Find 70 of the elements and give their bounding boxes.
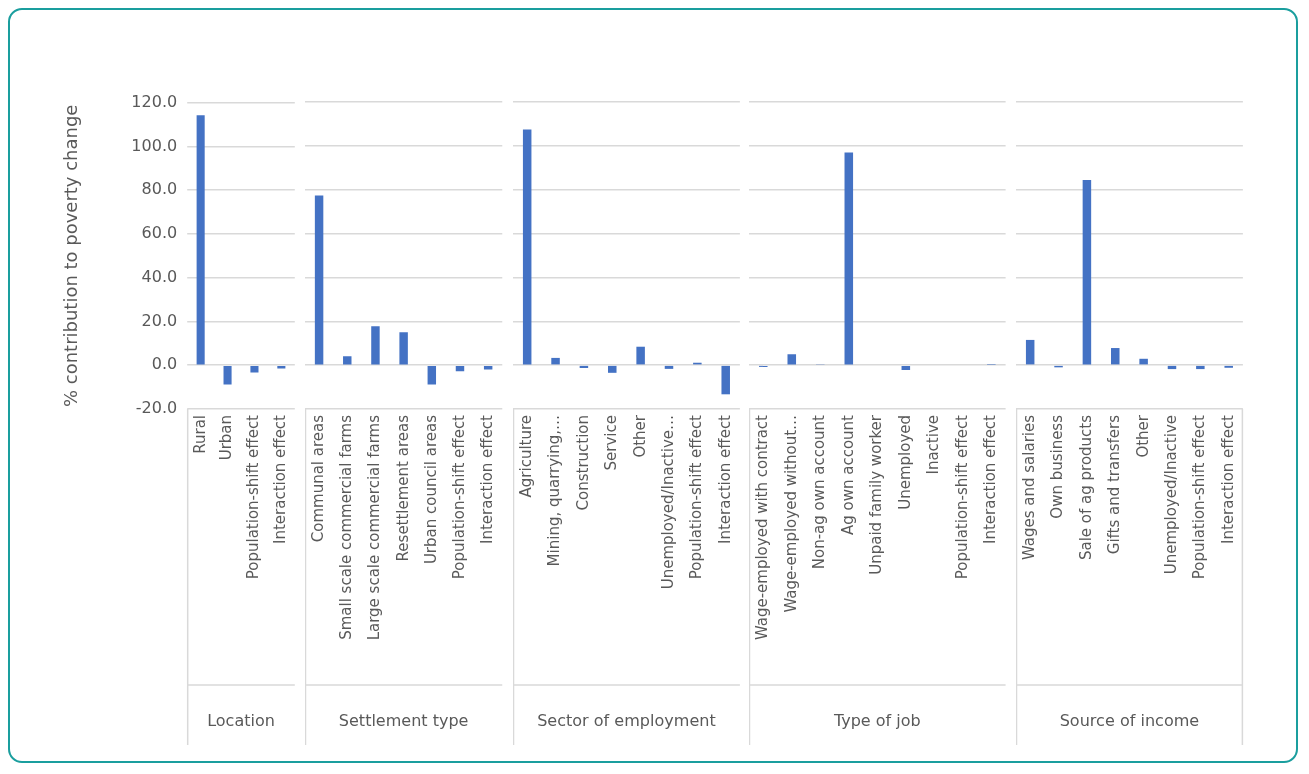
y-tick-label: -20.0: [135, 398, 178, 418]
x-axis-title: Sector of employment: [536, 710, 716, 730]
x-axis-title: Location: [207, 710, 275, 730]
bar: [664, 365, 673, 369]
y-tick-label: 120.0: [131, 91, 178, 111]
x-tick-label: Service: [601, 415, 620, 471]
bar: [607, 365, 617, 373]
x-tick-label: Sale of ag products: [1076, 414, 1095, 561]
x-tick-label: Mining, quarrying,…: [545, 415, 564, 567]
x-tick-label: Construction: [573, 415, 592, 511]
x-tick-label: Urban: [217, 415, 236, 461]
bar: [721, 365, 730, 395]
x-tick-label: Small scale commercial farms: [337, 414, 356, 640]
x-tick-label: Interaction effect: [1218, 414, 1237, 544]
bar: [1195, 365, 1205, 370]
bar: [1082, 180, 1091, 365]
y-tick-label: 40.0: [141, 266, 178, 286]
x-tick-label: Population-shift effect: [686, 414, 705, 580]
x-tick-label: Population-shift effect: [450, 414, 469, 580]
x-tick-label: Own business: [1048, 414, 1067, 519]
bar: [427, 365, 437, 385]
y-tick-label: 80.0: [141, 179, 178, 199]
x-tick-label: Rural: [190, 415, 209, 454]
x-axis-title: Settlement type: [339, 710, 469, 730]
x-tick-label: Resettlement areas: [393, 414, 412, 562]
bar: [550, 357, 560, 365]
y-tick-label: 0.0: [151, 354, 178, 374]
x-tick-label: Wage-employed with contract: [753, 414, 772, 641]
y-tick-label: 20.0: [141, 310, 178, 330]
bar: [484, 365, 493, 370]
bar: [901, 365, 911, 370]
x-tick-label: Population-shift effect: [1190, 414, 1209, 580]
x-axis-title: Source of income: [1059, 710, 1199, 730]
x-tick-label: Population-shift effect: [244, 414, 263, 580]
x-tick-label: Urban council areas: [422, 414, 441, 565]
x-tick-label: Non-ag own account: [810, 414, 829, 570]
bar: [371, 326, 381, 365]
x-tick-label: Interaction effect: [271, 414, 290, 544]
x-tick-label: Gifts and transfers: [1104, 414, 1123, 555]
x-axis-title: Type of job: [833, 710, 922, 730]
x-tick-label: Interaction effect: [981, 414, 1000, 544]
x-tick-label: Other: [630, 414, 649, 458]
x-tick-label: Ag own account: [839, 414, 858, 535]
bar: [1139, 358, 1148, 365]
x-tick-label: Unemployed/Inactive: [1161, 415, 1180, 575]
y-axis-title: % contribution to poverty change: [60, 104, 82, 408]
bar: [787, 354, 797, 365]
x-tick-label: Wages and salaries: [1019, 414, 1038, 561]
bar: [635, 346, 645, 365]
x-tick-label: Communal areas: [309, 414, 328, 543]
bar: [315, 195, 324, 365]
bar: [844, 152, 854, 365]
x-tick-label: Inactive: [924, 415, 943, 475]
x-tick-label: Agriculture: [516, 415, 535, 498]
x-tick-label: Unemployed/Inactive…: [658, 415, 677, 590]
x-tick-label: Interaction effect: [715, 414, 734, 544]
x-tick-label: Wage-employed without…: [782, 415, 801, 613]
x-tick-label: Other: [1133, 414, 1152, 458]
bar: [343, 356, 352, 365]
x-tick-label: Large scale commercial farms: [365, 414, 384, 641]
bar: [1110, 348, 1120, 365]
bar: [399, 332, 409, 365]
x-tick-label: Interaction effect: [478, 414, 497, 545]
y-tick-label: 60.0: [141, 223, 178, 243]
bar: [522, 129, 532, 365]
y-tick-label: 100.0: [131, 135, 178, 155]
bar: [1025, 339, 1035, 365]
x-tick-label: Unpaid family worker: [867, 414, 886, 575]
x-tick-label: Unemployed: [896, 415, 915, 510]
x-tick-label: Population-shift effect: [953, 414, 972, 580]
